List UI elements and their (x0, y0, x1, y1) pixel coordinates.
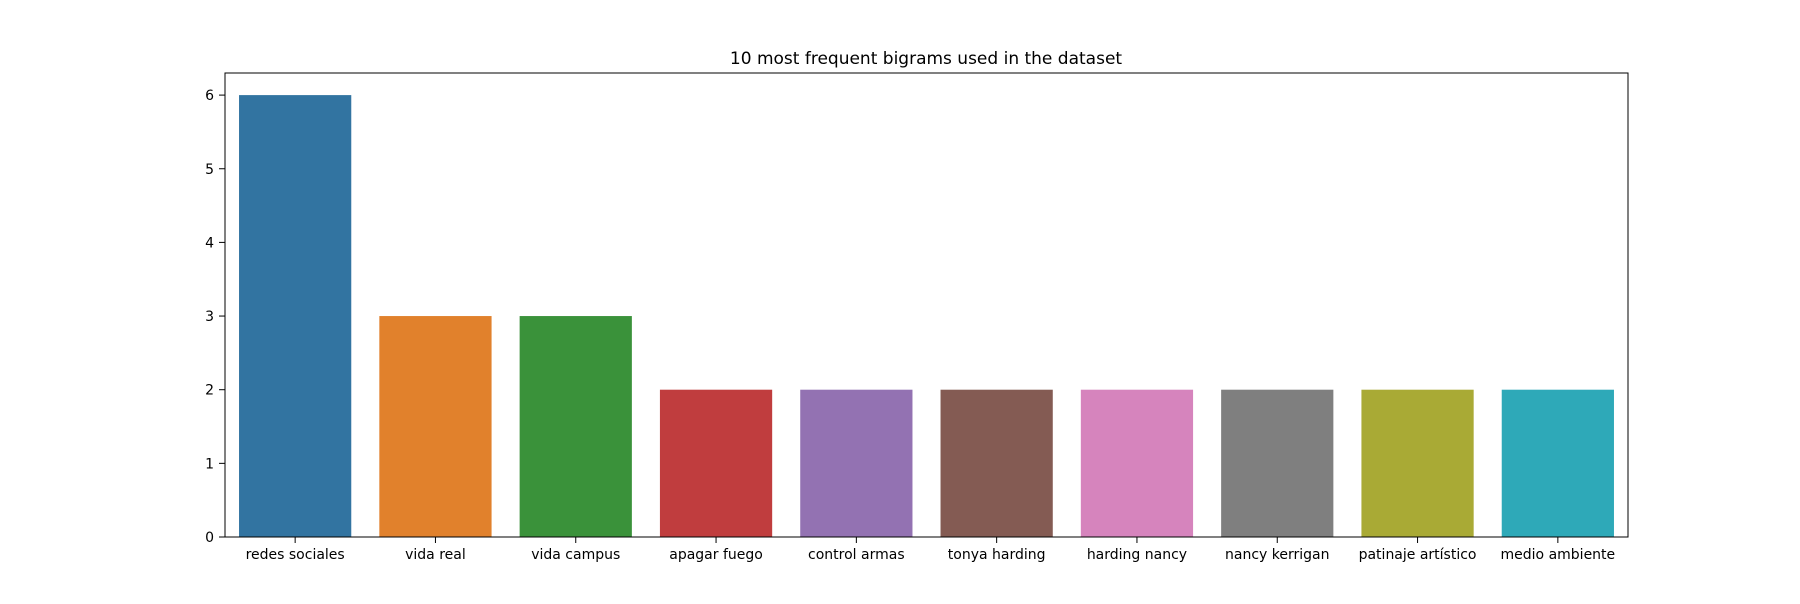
bar-9 (1361, 389, 1474, 537)
y-tick-label-2: 2 (205, 383, 214, 399)
y-tick-label-4: 4 (205, 235, 214, 251)
bar-4 (659, 389, 773, 537)
plot-area: 0 1 2 3 4 5 6 redes sociales vida real vida campu… (205, 72, 1629, 563)
x-tick-label-6: tonya harding (948, 547, 1046, 563)
x-tick-label-8: nancy kerrigan (1225, 547, 1329, 563)
x-tick-label-10: medio ambiente (1501, 547, 1616, 563)
bar-5 (800, 389, 913, 537)
bar-2 (379, 316, 492, 537)
bar-8 (1221, 389, 1334, 537)
y-tick-label-6: 6 (205, 88, 214, 104)
x-tick-label-3: vida campus (531, 547, 620, 563)
axes-frame (224, 72, 1629, 538)
chart-title: 10 most frequent bigrams used in the dat… (730, 49, 1122, 69)
x-tick-label-4: apagar fuego (669, 547, 763, 563)
y-tick-label-1: 1 (205, 456, 214, 472)
bar-1 (239, 95, 352, 537)
y-tick-label-3: 3 (205, 309, 214, 325)
y-tick-label-5: 5 (205, 162, 214, 178)
y-tick-label-0: 0 (205, 530, 214, 546)
x-tick-label-7: harding nancy (1087, 547, 1187, 563)
bar-6 (940, 389, 1053, 537)
bar-10 (1501, 389, 1614, 537)
x-tick-label-1: redes sociales (246, 547, 345, 563)
x-tick-label-2: vida real (405, 547, 466, 563)
x-tick-label-5: control armas (808, 547, 905, 563)
bar-7 (1080, 389, 1194, 537)
bar-3 (519, 316, 632, 537)
x-tick-label-9: patinaje artístico (1359, 547, 1477, 563)
